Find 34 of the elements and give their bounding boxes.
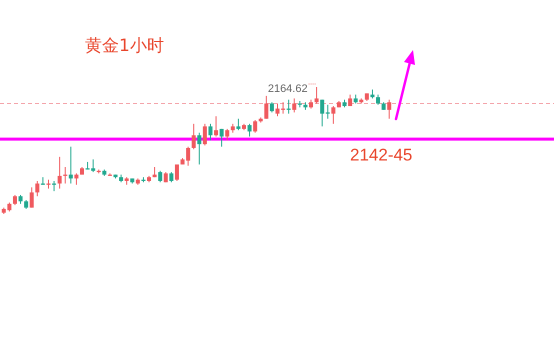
candlestick bbox=[320, 99, 324, 127]
candlestick bbox=[220, 128, 224, 148]
candlestick bbox=[12, 194, 17, 206]
candlestick bbox=[270, 102, 274, 113]
candlestick bbox=[376, 94, 380, 106]
candlestick bbox=[164, 172, 168, 183]
candlestick bbox=[35, 180, 40, 197]
candlestick bbox=[63, 166, 68, 184]
candlestick bbox=[169, 172, 174, 183]
candlestick bbox=[58, 156, 62, 190]
candlestick bbox=[387, 99, 392, 120]
candlestick bbox=[174, 164, 179, 182]
candlestick bbox=[292, 98, 296, 113]
candlestick bbox=[52, 180, 56, 192]
annotation: 2142-45 bbox=[350, 145, 412, 164]
chart-title: 黄金1小时 bbox=[85, 35, 164, 57]
candlestick bbox=[253, 120, 258, 134]
candlestick bbox=[158, 170, 162, 183]
candlestick bbox=[236, 118, 240, 131]
candlestick bbox=[192, 123, 196, 150]
candlestick bbox=[331, 106, 336, 124]
candlestick bbox=[197, 132, 202, 165]
candlestick bbox=[314, 86, 319, 104]
candlestick bbox=[286, 99, 291, 114]
candlestick bbox=[208, 123, 212, 141]
candlestick bbox=[68, 146, 73, 184]
candlestick bbox=[202, 123, 207, 146]
candlestick bbox=[30, 186, 34, 208]
candlestick bbox=[264, 95, 268, 120]
candlestick bbox=[248, 123, 252, 138]
candlestick bbox=[225, 128, 230, 141]
candlestick bbox=[214, 116, 218, 138]
candlestick bbox=[74, 172, 78, 186]
annotation: 2164.62 bbox=[268, 83, 308, 96]
